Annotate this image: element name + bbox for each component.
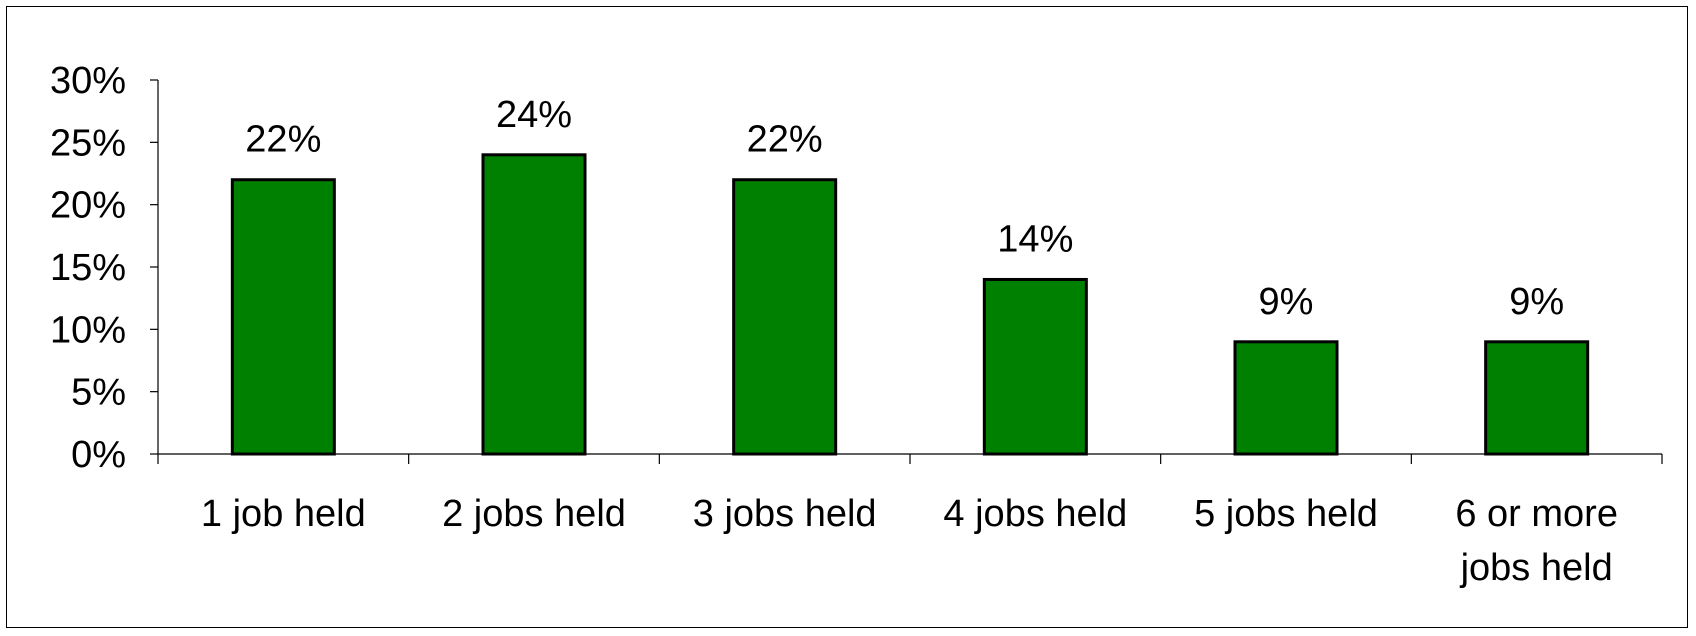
bar bbox=[1484, 340, 1590, 456]
bar bbox=[481, 153, 587, 456]
x-category-label: 6 or more jobs held bbox=[1455, 493, 1618, 589]
x-category-label: 2 jobs held bbox=[442, 493, 626, 535]
data-label: 24% bbox=[496, 94, 572, 136]
x-category-label: 5 jobs held bbox=[1194, 493, 1378, 535]
x-axis: 1 job held 2 jobs held 3 jobs held 4 jobs h… bbox=[157, 453, 1663, 589]
data-label: 9% bbox=[1259, 281, 1314, 323]
bar bbox=[1233, 340, 1339, 456]
y-tick-label: 10% bbox=[50, 309, 126, 351]
x-category-label-line: 4 jobs held bbox=[943, 493, 1127, 535]
x-category-label-line: 3 jobs held bbox=[693, 493, 877, 535]
data-label: 22% bbox=[747, 119, 823, 161]
x-category-label: 1 job held bbox=[201, 493, 366, 535]
data-label: 22% bbox=[245, 119, 321, 161]
y-tick-label: 15% bbox=[50, 247, 126, 289]
bars bbox=[230, 153, 1590, 456]
bar bbox=[230, 178, 336, 456]
data-label: 14% bbox=[997, 218, 1073, 260]
x-category-label-line: 6 or more bbox=[1455, 493, 1618, 535]
y-tick-label: 30% bbox=[50, 60, 126, 102]
x-category-label-line: 5 jobs held bbox=[1194, 493, 1378, 535]
data-labels: 22% 24% 22% 14% 9% 9% bbox=[245, 94, 1564, 323]
x-category-label: 4 jobs held bbox=[943, 493, 1127, 535]
y-tick-label: 5% bbox=[71, 372, 126, 414]
y-tick-label: 0% bbox=[71, 434, 126, 476]
bar bbox=[982, 277, 1088, 456]
y-tick-label: 20% bbox=[50, 185, 126, 227]
x-category-label: 3 jobs held bbox=[693, 493, 877, 535]
y-axis: 0% 5% 10% 15% 20% 25% 30% bbox=[50, 60, 159, 476]
data-label: 9% bbox=[1509, 281, 1564, 323]
x-category-label-line: 2 jobs held bbox=[442, 493, 626, 535]
bar bbox=[732, 178, 838, 456]
x-category-label-line: jobs held bbox=[1460, 547, 1613, 589]
x-category-label-line: 1 job held bbox=[201, 493, 366, 535]
y-tick-label: 25% bbox=[50, 122, 126, 164]
